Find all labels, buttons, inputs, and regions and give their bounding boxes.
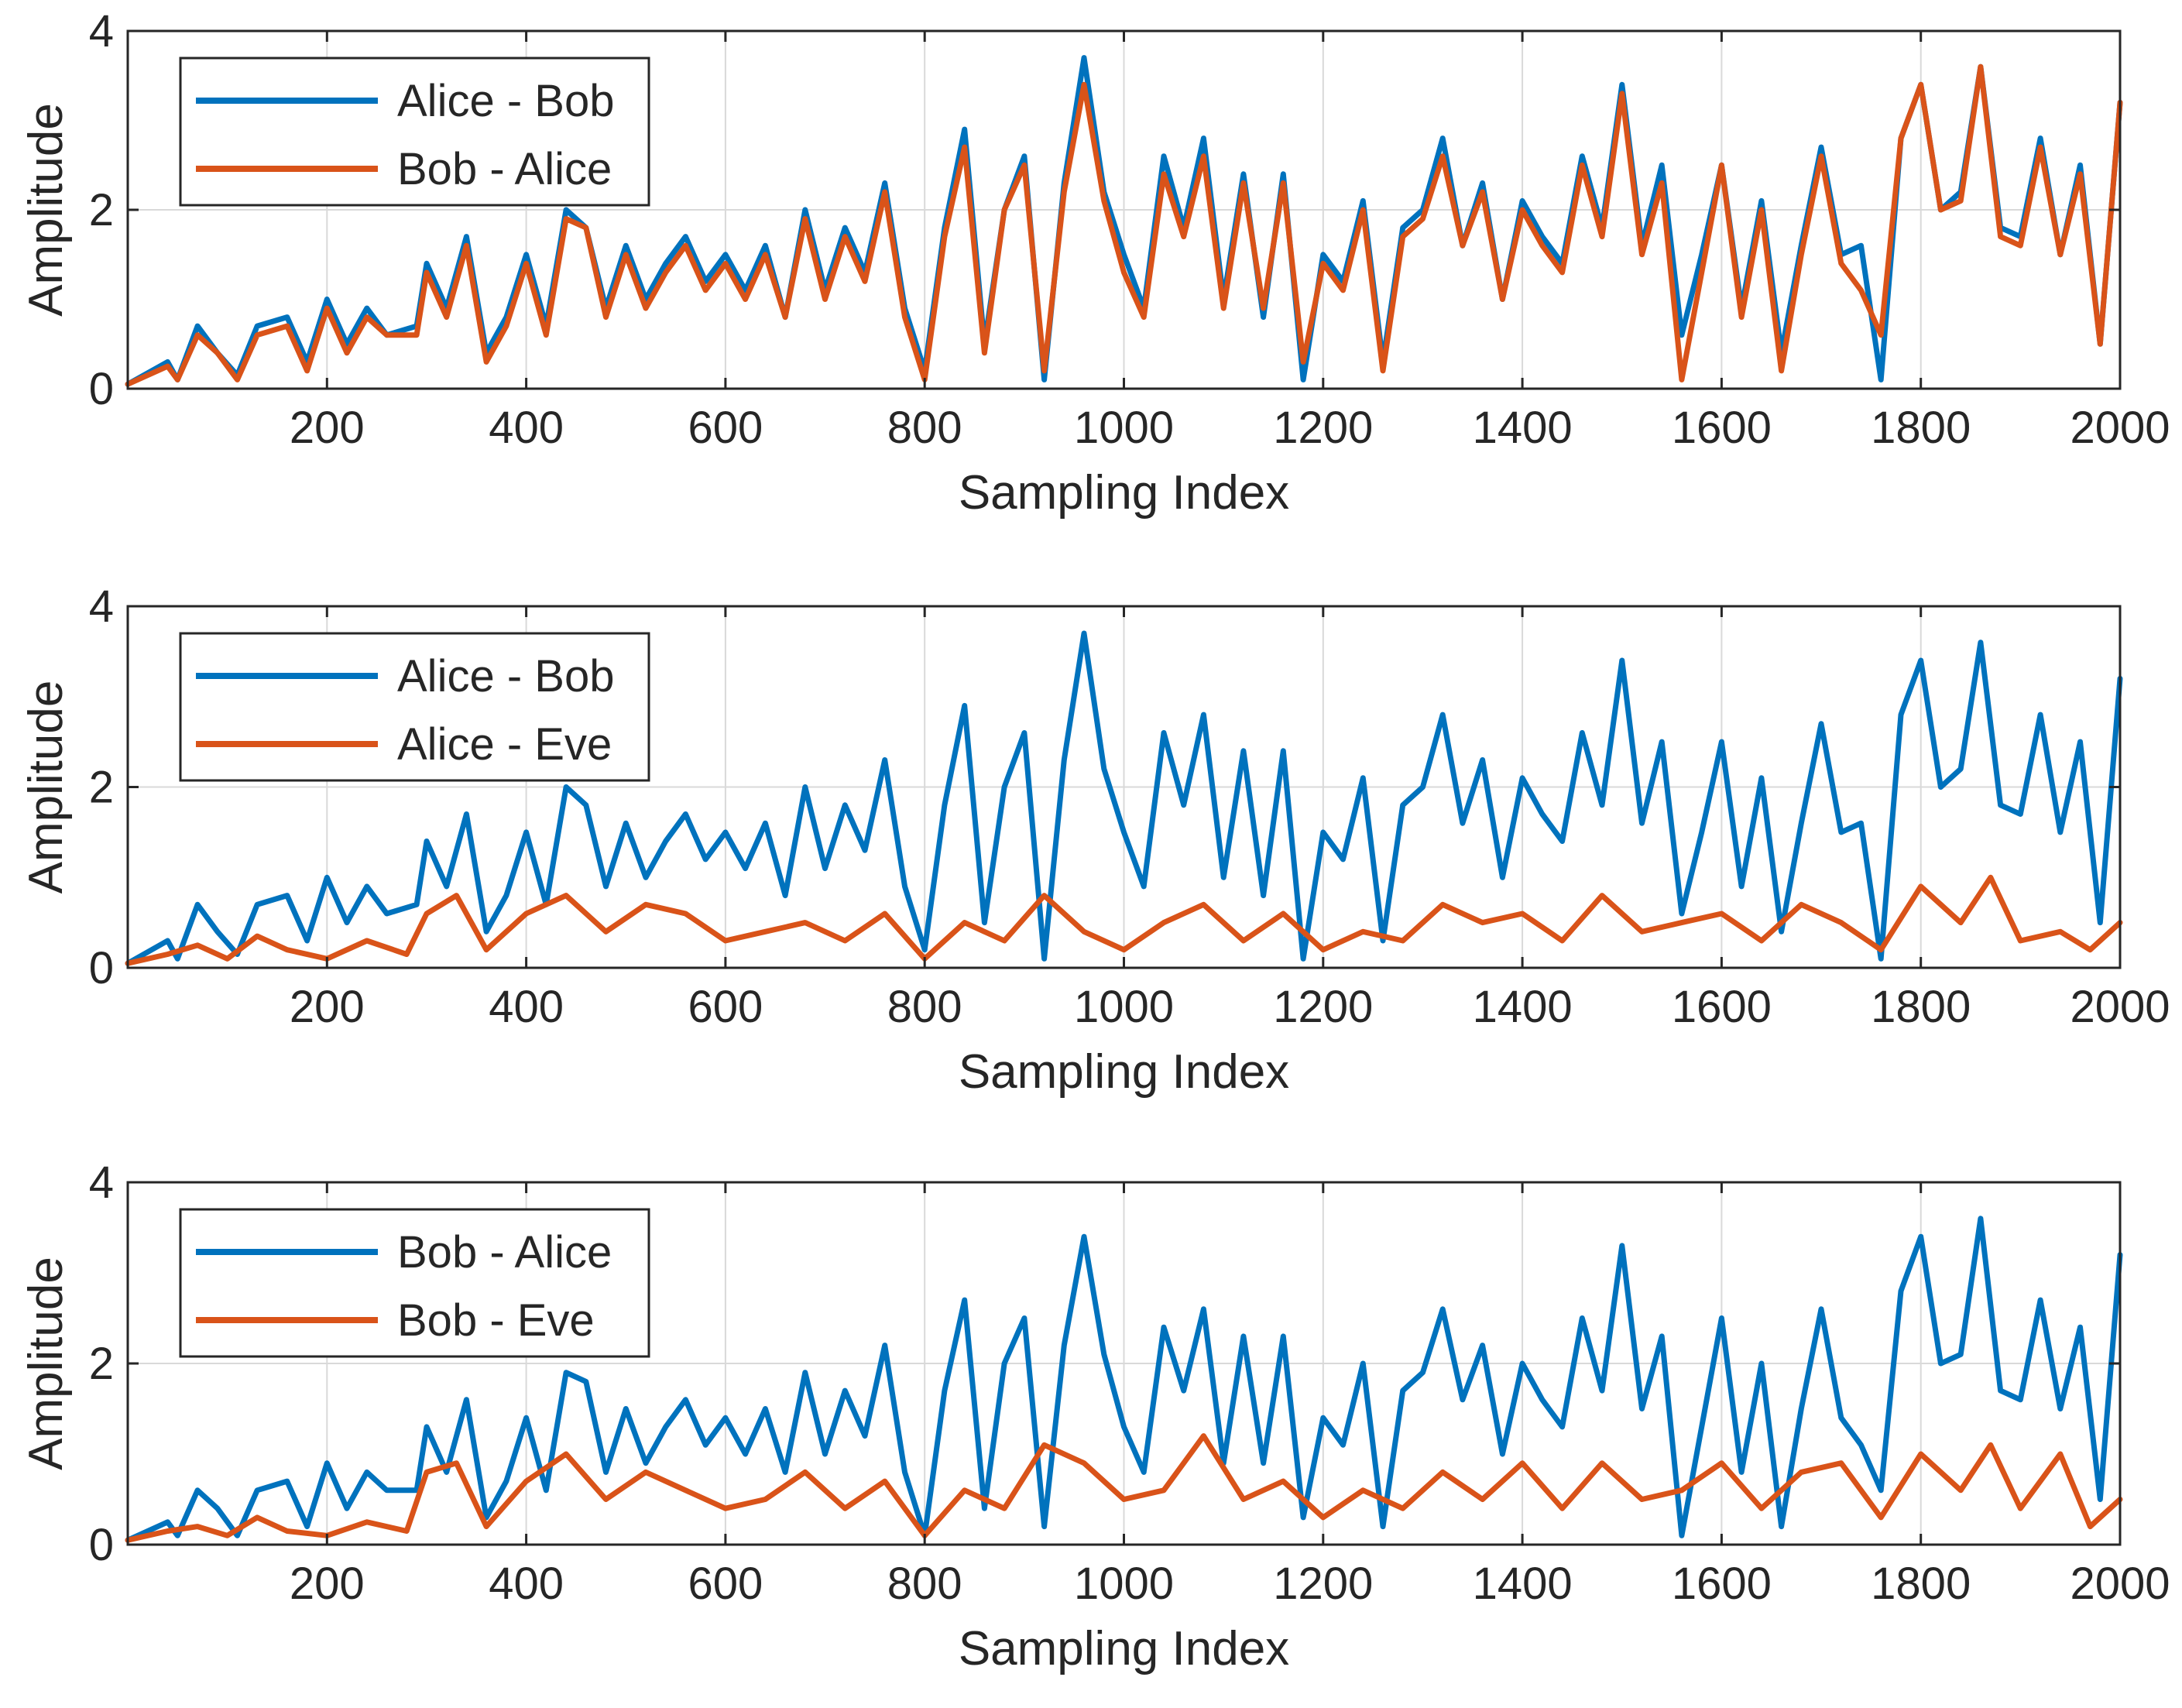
chart-panel-2: 200 400 600 800 1000 1200 1400 1600 1800 2000 0 2 4 S… [19, 581, 2170, 1099]
x-tick-label: 400 [489, 982, 564, 1032]
y-tick-label: 4 [89, 1158, 114, 1208]
x-tick-label: 800 [887, 982, 962, 1032]
x-tick-label: 1400 [1473, 982, 1573, 1032]
x-tick-label: 1400 [1473, 403, 1573, 453]
y-tick-label: 0 [89, 1520, 114, 1570]
y-tick-label: 2 [89, 763, 114, 813]
x-tick-label: 1200 [1273, 982, 1373, 1032]
x-tick-label: 200 [290, 982, 365, 1032]
y-tick-label: 4 [89, 6, 114, 57]
x-tick-label: 1600 [1672, 403, 1772, 453]
y-axis-label: Amplitude [19, 1257, 73, 1470]
x-axis-label: Sampling Index [959, 1045, 1289, 1099]
series-line-1 [125, 630, 2123, 966]
x-tick-label: 1200 [1273, 1559, 1373, 1609]
legend-label-2: Alice - Eve [397, 719, 612, 770]
series-line-2 [125, 874, 2123, 966]
legend-label-2: Bob - Eve [397, 1295, 595, 1346]
y-axis-label: Amplitude [19, 103, 73, 317]
x-tick-label: 2000 [2070, 403, 2170, 453]
x-tick-label: 2000 [2070, 982, 2170, 1032]
x-tick-label: 600 [688, 403, 763, 453]
x-tick-label: 1800 [1871, 403, 1971, 453]
legend-label-1: Alice - Bob [397, 76, 614, 126]
y-tick-label: 0 [89, 364, 114, 414]
x-tick-label: 1400 [1473, 1559, 1573, 1609]
x-tick-label: 600 [688, 1559, 763, 1609]
x-tick-label: 800 [887, 403, 962, 453]
chart-panel-1: 200 400 600 800 1000 1200 1400 1600 1800 2000 0 2 4 S… [19, 6, 2170, 520]
x-tick-label: 1600 [1672, 982, 1772, 1032]
x-tick-label: 400 [489, 1559, 564, 1609]
x-tick-label: 200 [290, 1559, 365, 1609]
x-tick-label: 800 [887, 1559, 962, 1609]
series-line-2 [125, 1433, 2123, 1543]
y-axis-label: Amplitude [19, 681, 73, 894]
legend-label-1: Bob - Alice [397, 1227, 612, 1278]
x-tick-label: 1800 [1871, 982, 1971, 1032]
x-tick-label: 1600 [1672, 1559, 1772, 1609]
x-tick-label: 200 [290, 403, 365, 453]
x-tick-label: 1000 [1074, 1559, 1174, 1609]
y-tick-label: 2 [89, 185, 114, 235]
x-tick-label: 400 [489, 403, 564, 453]
x-axis-label: Sampling Index [959, 466, 1289, 520]
x-tick-label: 1000 [1074, 403, 1174, 453]
legend-box [179, 1208, 650, 1358]
legend-box [179, 57, 650, 207]
y-tick-label: 0 [89, 943, 114, 993]
series-line-1 [125, 1216, 2123, 1543]
legend-label-2: Bob - Alice [397, 144, 612, 194]
legend-label-1: Alice - Bob [397, 651, 614, 701]
x-axis-label: Sampling Index [959, 1622, 1289, 1675]
x-tick-label: 1800 [1871, 1559, 1971, 1609]
x-tick-label: 2000 [2070, 1559, 2170, 1609]
x-tick-label: 1000 [1074, 982, 1174, 1032]
y-tick-label: 4 [89, 581, 114, 632]
legend: Bob - Alice Bob - Eve [179, 1208, 650, 1358]
legend-box [179, 632, 650, 782]
series-line-2 [125, 63, 2123, 387]
x-tick-label: 600 [688, 982, 763, 1032]
y-tick-label: 2 [89, 1339, 114, 1389]
x-tick-label: 1200 [1273, 403, 1373, 453]
legend: Alice - Bob Bob - Alice [179, 57, 650, 207]
legend: Alice - Bob Alice - Eve [179, 632, 650, 782]
chart-panel-3: 200 400 600 800 1000 1200 1400 1600 1800 2000 0 2 4 S… [19, 1158, 2170, 1675]
